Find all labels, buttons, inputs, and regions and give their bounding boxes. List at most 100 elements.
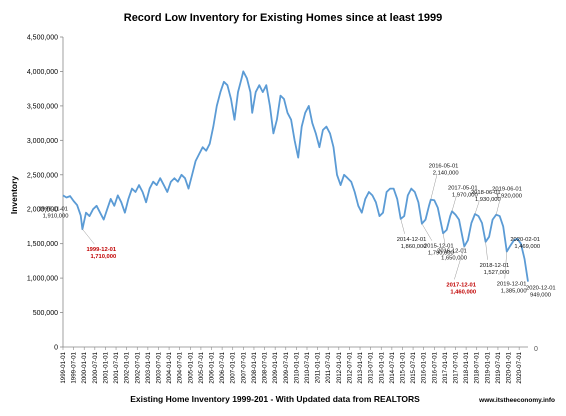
x-tick-label: 2020-07-01 <box>516 351 523 383</box>
x-tick-label: 2017-01-01 <box>442 351 449 383</box>
x-tick-label: 2003-07-01 <box>155 351 162 383</box>
x-tick-label: 2005-01-01 <box>187 351 194 383</box>
annotation-value: 1,385,000 <box>501 289 527 295</box>
x-tick-label: 2000-01-01 <box>81 351 88 383</box>
x-tick-label: 2001-07-01 <box>113 351 120 383</box>
annotation-value: 1,920,000 <box>496 194 522 200</box>
y-tick-label: 3,000,000 <box>27 138 58 145</box>
series-line <box>62 70 529 282</box>
x-tick-label: 2008-07-01 <box>262 351 269 383</box>
annotation-date: 2019-06-01 <box>492 187 522 193</box>
annotation-value: 949,000 <box>530 293 551 299</box>
secondary-axis-tick-label: 0 <box>534 346 538 353</box>
x-tick-label: 2020-01-01 <box>506 351 513 383</box>
series-layer <box>62 70 529 282</box>
x-tick-label: 2018-07-01 <box>474 351 481 383</box>
annotation-value: 1,527,000 <box>484 270 510 276</box>
x-tick-label: 2018-01-01 <box>463 351 470 383</box>
x-tick-label: 2008-01-01 <box>251 351 258 383</box>
annotation-leader <box>82 229 95 245</box>
x-tick-label: 2012-01-01 <box>336 351 343 383</box>
annotation-date: 2016-05-01 <box>429 164 459 170</box>
annotation-value: 1,460,000 <box>450 289 476 295</box>
annotation-leader <box>451 197 457 212</box>
annotation-date: 1999-11-01 <box>39 206 68 212</box>
x-tick-label: 2005-07-01 <box>198 351 205 383</box>
x-tick-label: 2006-07-01 <box>219 351 226 383</box>
watermark-text: www.itstheeconomy.info <box>478 397 555 404</box>
y-tick-label: 0 <box>54 345 58 352</box>
annotation-leader <box>421 223 433 241</box>
annotation-value: 1,790,000 <box>428 251 454 257</box>
x-tick-label: 2015-07-01 <box>410 351 417 383</box>
annotation-date: 2018-06-01 <box>471 190 501 196</box>
x-tick-label: 2014-01-01 <box>378 351 385 383</box>
annotation-value: 1,469,000 <box>514 244 540 250</box>
y-tick-label: 3,500,000 <box>27 103 58 110</box>
y-tick-label: 500,000 <box>33 310 58 317</box>
y-axis-title: Inventory <box>9 176 19 215</box>
annotation-date: 2016-12-01 <box>437 248 467 254</box>
x-tick-label: 2009-01-01 <box>272 351 279 383</box>
x-tick-label: 2010-01-01 <box>293 351 300 383</box>
annotation-date: 2020-02-01 <box>510 237 540 243</box>
y-tick-label: 2,000,000 <box>27 207 58 214</box>
annotation-leader <box>454 246 465 280</box>
x-tick-label: 2011-07-01 <box>325 351 332 383</box>
annotation-value: 1,650,000 <box>441 255 467 261</box>
annotation-leader <box>400 218 405 234</box>
x-tick-label: 2004-07-01 <box>177 351 184 383</box>
annotation-leader <box>485 241 488 260</box>
annotation-date: 2017-05-01 <box>448 185 478 191</box>
x-tick-label: 2019-01-01 <box>484 351 491 383</box>
x-tick-label: 2013-07-01 <box>368 351 375 383</box>
x-tick-label: 2010-07-01 <box>304 351 311 383</box>
x-tick-label: 2004-01-01 <box>166 351 173 383</box>
x-tick-label: 2013-01-01 <box>357 351 364 383</box>
x-tick-label: 2003-01-01 <box>145 351 152 383</box>
x-axis-title: Existing Home Inventory 1999-201 - With … <box>130 394 420 404</box>
annotation-date: 1999-12-01 <box>86 247 116 253</box>
annotation-date: 2014-12-01 <box>397 237 427 243</box>
y-tick-label: 2,500,000 <box>27 172 58 179</box>
annotation-leader <box>504 251 508 279</box>
x-tick-label: 2014-07-01 <box>389 351 396 383</box>
chart-title: Record Low Inventory for Existing Homes … <box>124 12 443 24</box>
x-tick-label: 2001-01-01 <box>102 351 109 383</box>
annotation-value: 1,970,000 <box>452 192 478 198</box>
y-tick-label: 1,000,000 <box>27 276 58 283</box>
x-tick-label: 1999-07-01 <box>71 351 78 383</box>
annotation-date: 2018-12-01 <box>480 263 510 269</box>
annotation-date: 2020-12-01 <box>526 286 556 292</box>
y-tick-label: 4,500,000 <box>27 35 58 42</box>
x-tick-label: 2009-07-01 <box>283 351 290 383</box>
x-tick-label: 2002-01-01 <box>124 351 131 383</box>
annotations: 1999-11-011,910,000 1999-12-011,710,000 20… <box>39 164 556 299</box>
annotation-leader <box>474 201 480 215</box>
annotation-date: 2017-12-01 <box>446 282 476 288</box>
x-tick-label: 2006-01-01 <box>209 351 216 383</box>
annotation-value: 1,910,000 <box>43 213 69 219</box>
x-tick-label: 2017-07-01 <box>453 351 460 383</box>
x-tick-label: 1999-01-01 <box>60 351 67 383</box>
annotation-date: 2015-12-01 <box>424 244 454 250</box>
x-tick-label: 2012-07-01 <box>346 351 353 383</box>
x-tick-label: 2007-07-01 <box>240 351 247 383</box>
x-tick-label: 2007-01-01 <box>230 351 237 383</box>
x-tick-label: 2016-01-01 <box>421 351 428 383</box>
y-tick-label: 4,000,000 <box>27 69 58 76</box>
annotation-leader <box>430 175 437 200</box>
x-tick-label: 2019-07-01 <box>495 351 502 383</box>
annotation-leader <box>442 233 446 246</box>
x-tick-label: 2016-07-01 <box>431 351 438 383</box>
annotation-value: 1,710,000 <box>90 254 116 260</box>
y-tick-label: 1,500,000 <box>27 241 58 248</box>
annotation-value: 2,140,000 <box>433 171 459 177</box>
x-tick-label: 2011-01-01 <box>315 351 322 383</box>
x-tick-label: 2002-07-01 <box>134 351 141 383</box>
axes: 0 500,000 1,000,000 1,500,000 2,000,000 2,500… <box>27 35 528 384</box>
annotation-date: 2019-12-01 <box>497 282 527 288</box>
annotation-value: 1,860,000 <box>401 244 427 250</box>
